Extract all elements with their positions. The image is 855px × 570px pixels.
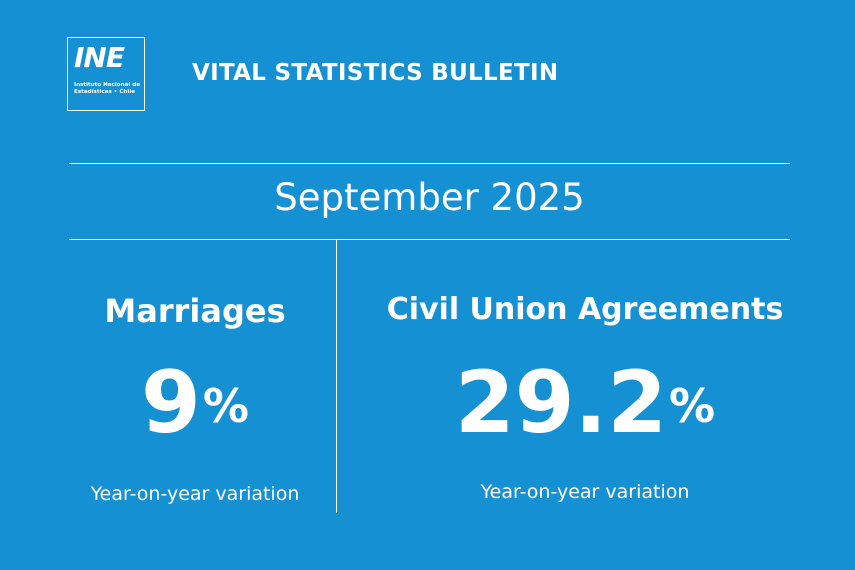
ine-logo: INE Instituto Nacional de Estadísticas •… [67,37,145,111]
marriages-title: Marriages [104,292,286,330]
civil-union-percent-sign: % [669,379,716,433]
bulletin-title: VITAL STATISTICS BULLETIN [192,60,559,86]
divider-bottom [69,239,790,240]
logo-mark: INE [74,41,125,74]
civil-union-value: 29.2% [350,360,820,446]
period-label: September 2025 [274,176,585,219]
civil-union-title: Civil Union Agreements [386,292,784,327]
civil-union-number: 29.2 [454,353,668,453]
marriages-percent-sign: % [202,379,249,433]
marriages-caption: Year-on-year variation [90,483,300,505]
marriages-number: 9 [141,353,201,453]
logo-subtitle: Instituto Nacional de Estadísticas • Chi… [74,82,141,95]
civil-union-caption: Year-on-year variation [480,481,690,503]
marriages-value: 9% [40,360,350,446]
divider-vertical [336,240,337,513]
divider-top [69,163,790,164]
